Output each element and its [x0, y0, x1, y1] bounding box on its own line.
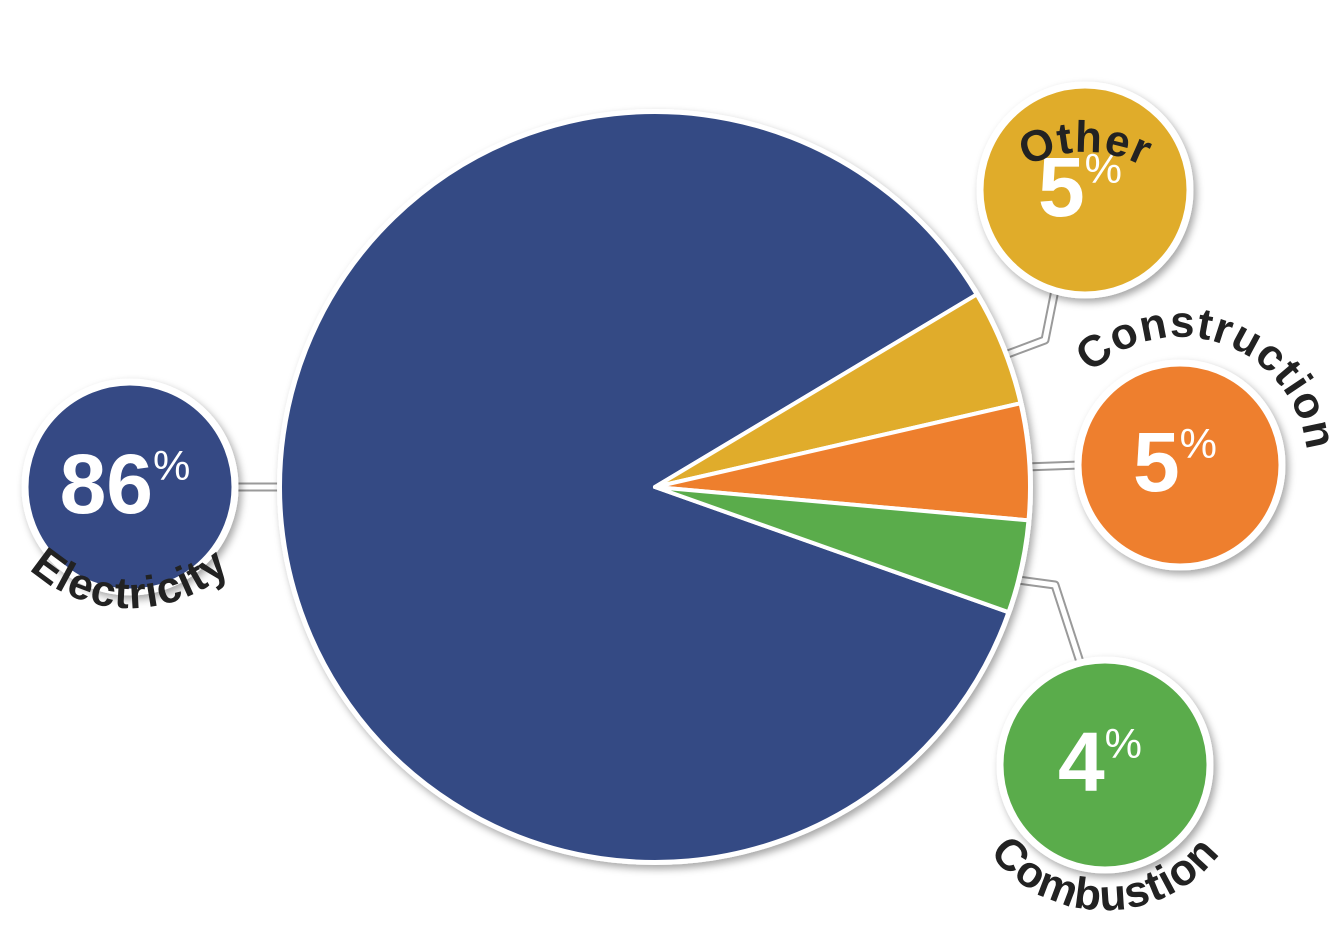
label-bubble: [976, 81, 1194, 299]
connector: [1024, 462, 1081, 470]
label-bubble: [21, 378, 239, 596]
value-label: 5%: [1038, 140, 1122, 234]
pie-slice: [653, 485, 1031, 615]
connector: [1017, 577, 1083, 663]
value-label: 86%: [60, 437, 191, 531]
pie: [277, 109, 1033, 865]
label-bubble: [996, 656, 1214, 874]
connector: [1004, 289, 1058, 358]
label-bubble: [1074, 359, 1286, 571]
value-label: 4%: [1058, 715, 1142, 809]
value-label: 5%: [1133, 415, 1217, 509]
pie-slice: [278, 110, 1011, 864]
connectors: [235, 289, 1085, 664]
connector: [1017, 575, 1085, 664]
